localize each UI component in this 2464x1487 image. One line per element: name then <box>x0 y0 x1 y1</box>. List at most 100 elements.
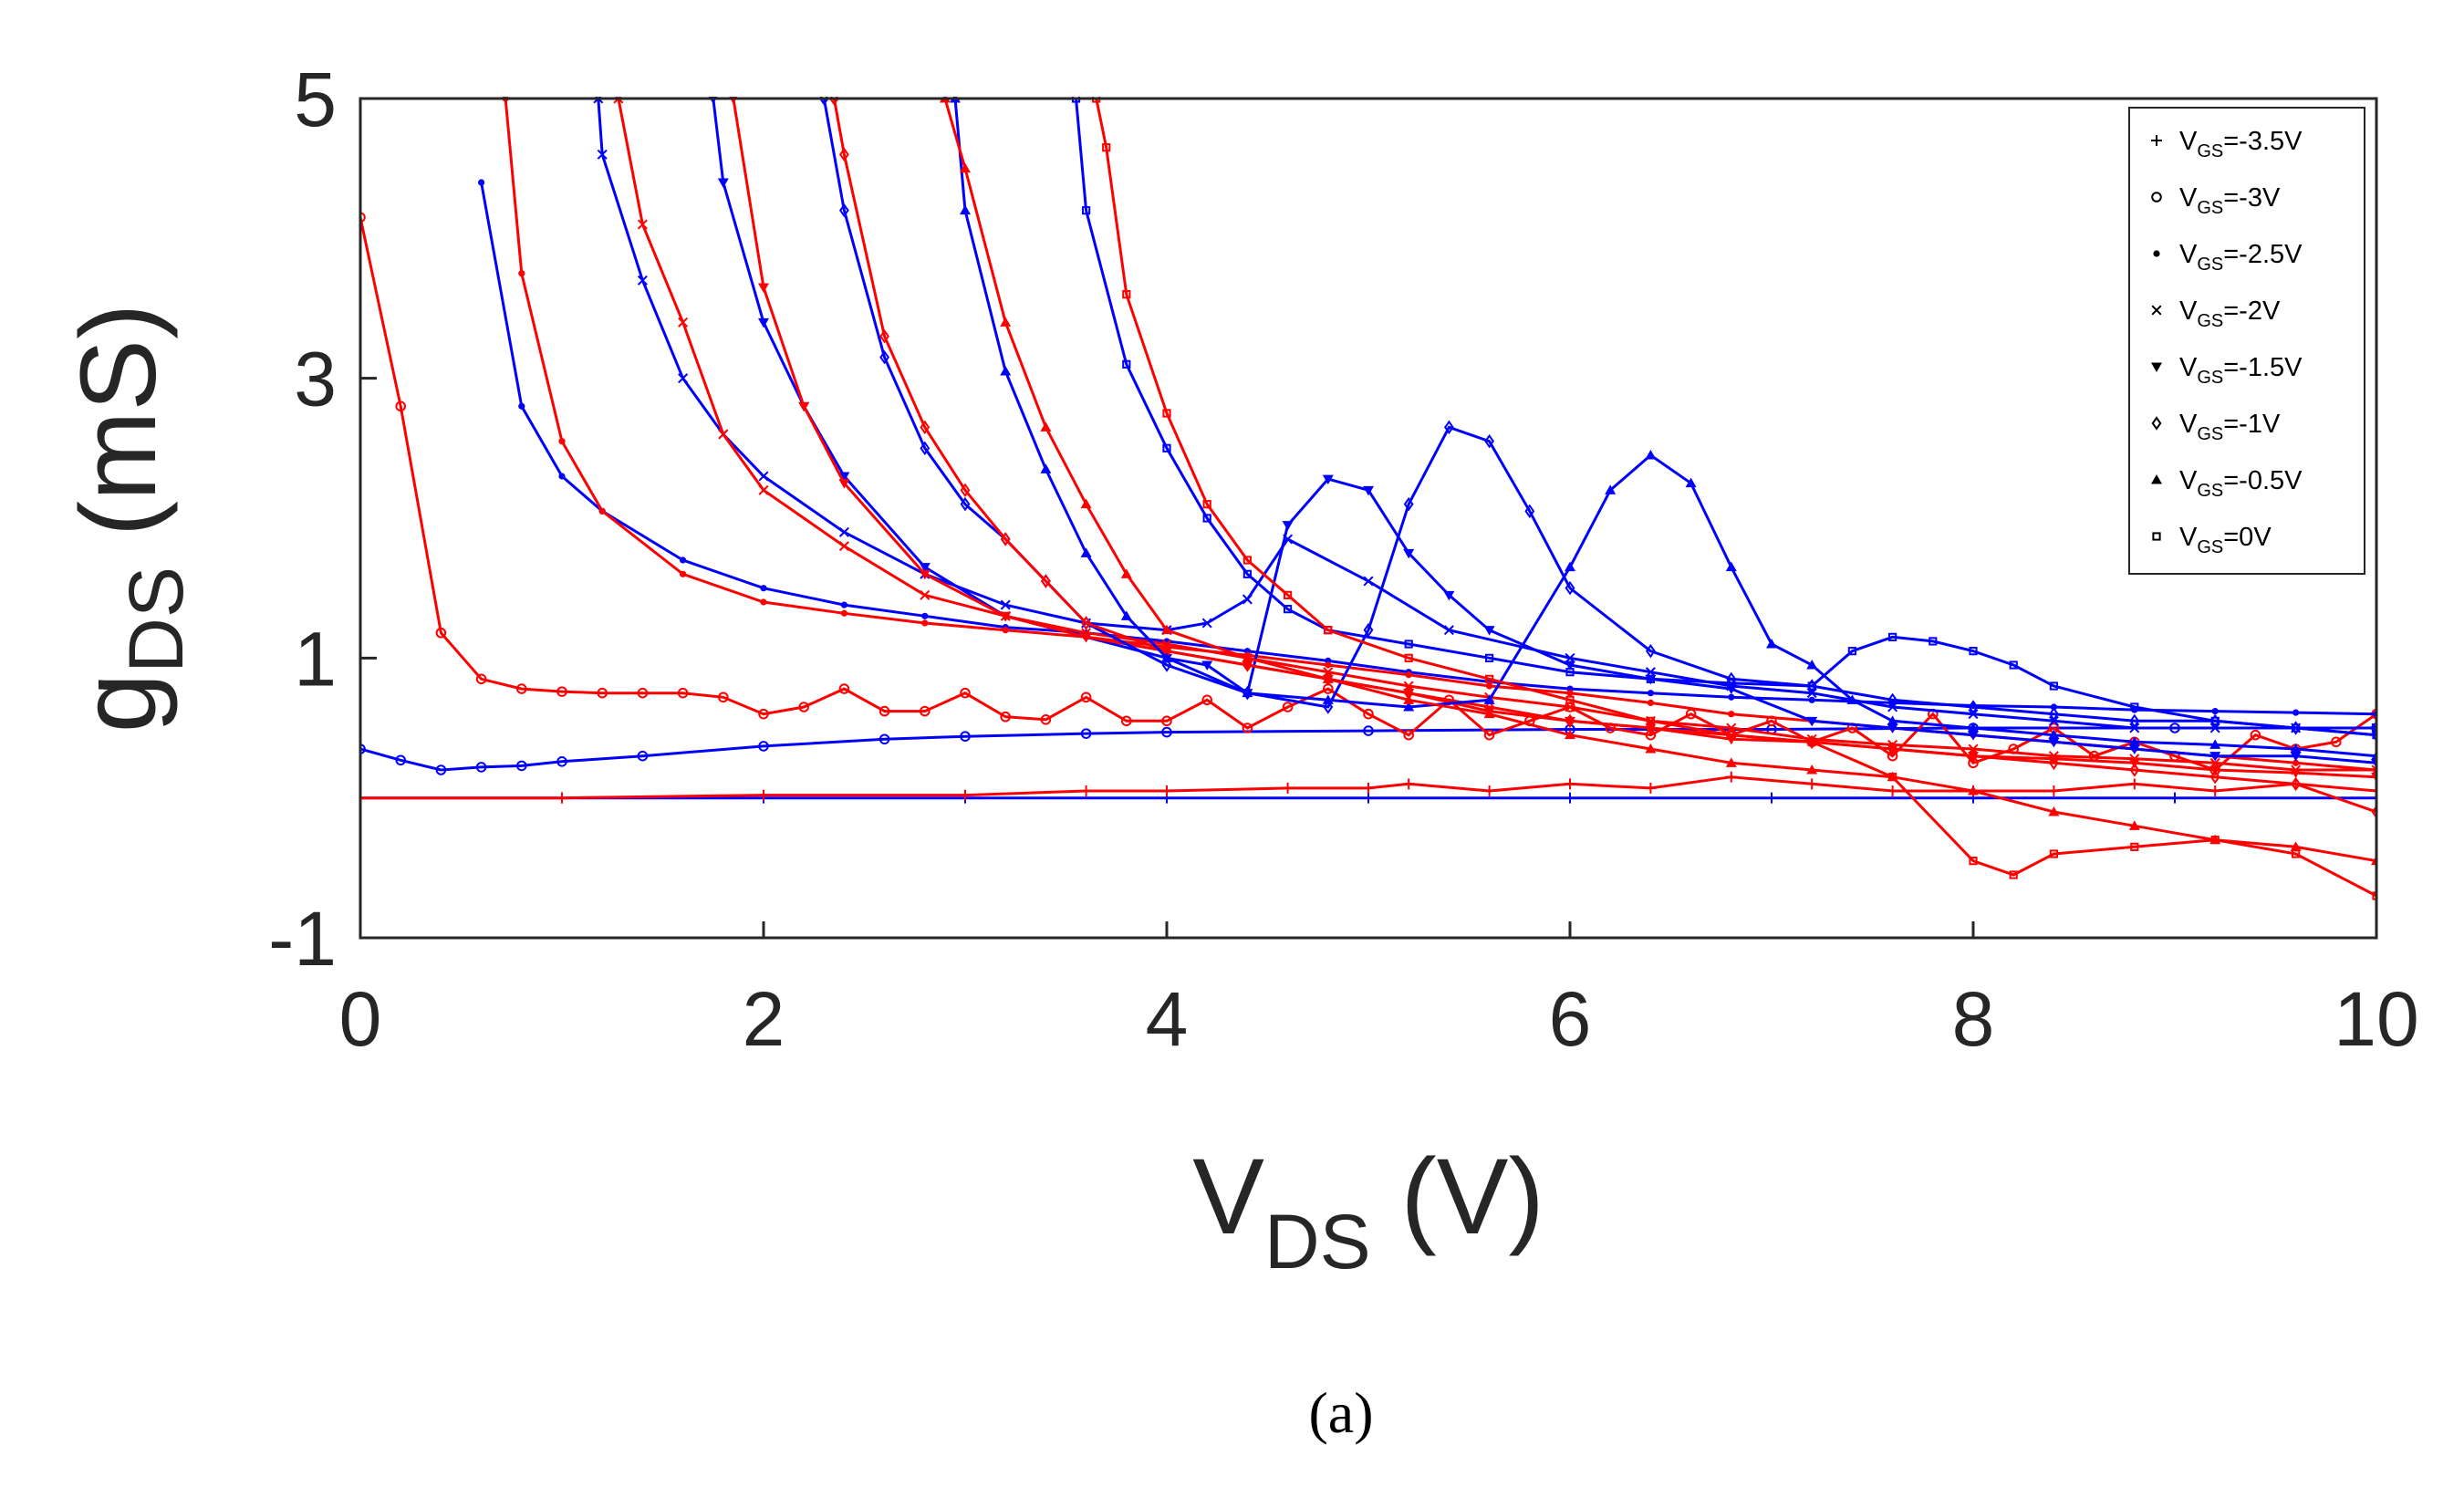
data-point <box>1929 637 1938 646</box>
data-point <box>1363 622 1374 638</box>
legend-marker-x <box>2151 305 2162 316</box>
data-point <box>760 585 767 592</box>
figure-caption: (a) <box>1308 1380 1373 1445</box>
data-point <box>1000 317 1012 327</box>
data-point <box>1282 521 1294 531</box>
data-point <box>1363 576 1374 587</box>
y-tick-label: 3 <box>294 337 337 422</box>
x-tick-label: 4 <box>1146 976 1189 1062</box>
data-point <box>1242 658 1253 672</box>
data-point <box>1404 640 1413 649</box>
data-point <box>758 741 769 752</box>
data-point <box>1968 731 1979 741</box>
series-12 <box>949 97 2376 761</box>
data-point <box>2049 849 2059 858</box>
legend-label-main: V <box>2179 240 2198 269</box>
x-tick-label: 8 <box>1952 976 1995 1062</box>
series-line <box>597 98 2376 730</box>
series-0 <box>360 792 2376 804</box>
data-point <box>1565 668 1575 677</box>
data-point <box>1403 778 1415 790</box>
data-point <box>2210 836 2220 845</box>
y-axis-label-sub: DS <box>113 567 199 673</box>
series-line <box>1075 98 2376 737</box>
data-point <box>840 601 848 608</box>
data-point <box>1566 690 1574 697</box>
data-point <box>1685 477 1697 488</box>
legend-label: VGS=-2V <box>2179 296 2281 331</box>
data-point <box>1887 785 1898 796</box>
data-point <box>838 479 850 489</box>
y-tick-label: -1 <box>268 896 337 982</box>
legend-entry: VGS=0V <box>2152 523 2272 557</box>
data-point <box>677 687 689 699</box>
data-point <box>1887 715 1898 725</box>
data-point <box>1404 653 1413 662</box>
data-point <box>1242 723 1253 733</box>
legend-marker-circle <box>2151 192 2162 203</box>
data-point <box>1201 618 1212 629</box>
data-point <box>518 402 525 410</box>
data-point <box>1483 694 1495 704</box>
data-point <box>1363 485 1374 496</box>
series-14 <box>1071 97 2376 740</box>
data-point <box>760 598 767 606</box>
data-point <box>1080 785 1092 796</box>
data-point <box>2331 736 2342 748</box>
legend-label: VGS=0V <box>2179 523 2272 557</box>
data-point <box>1080 632 1092 643</box>
data-point <box>1565 778 1575 790</box>
series-13 <box>939 97 2376 866</box>
data-point <box>1000 611 1012 622</box>
data-point <box>2291 776 2302 792</box>
data-point <box>1846 694 1858 704</box>
data-point <box>678 373 689 384</box>
data-point <box>1322 694 1334 704</box>
data-point <box>1080 728 1092 739</box>
data-point <box>516 683 527 694</box>
data-point <box>1725 757 1737 767</box>
data-point <box>919 563 930 573</box>
data-point <box>718 692 729 703</box>
data-point <box>2048 754 2060 764</box>
data-point <box>637 275 648 286</box>
data-point <box>1403 694 1415 704</box>
data-point <box>2290 744 2302 754</box>
legend-label-sub: GS <box>2197 537 2223 557</box>
legend-label-value: =-2.5V <box>2223 240 2303 269</box>
data-point <box>516 760 527 772</box>
data-point <box>1000 599 1011 610</box>
data-point <box>840 609 848 617</box>
data-point <box>758 471 769 482</box>
legend-entry: VGS=-3V <box>2151 183 2281 218</box>
data-point <box>637 219 648 230</box>
legend-label-sub: GS <box>2197 141 2223 161</box>
data-point <box>960 162 971 173</box>
legend-label-sub: GS <box>2197 255 2223 275</box>
data-point <box>1806 716 1818 727</box>
data-point <box>1727 679 1736 688</box>
data-point <box>1322 474 1334 485</box>
data-point <box>1242 569 1253 578</box>
data-point <box>1646 716 1656 725</box>
x-axis-label-sub: DS <box>1264 1199 1371 1284</box>
data-point <box>1202 514 1211 523</box>
data-point <box>435 627 447 639</box>
data-point <box>838 541 849 552</box>
data-point <box>1605 484 1617 494</box>
data-point <box>1725 771 1737 783</box>
data-point <box>758 789 769 801</box>
data-point <box>1403 729 1414 741</box>
data-point <box>558 438 566 445</box>
data-point <box>838 147 849 162</box>
data-point <box>1161 715 1172 727</box>
data-point <box>1443 420 1454 435</box>
series-line <box>953 98 2376 758</box>
data-point <box>920 441 930 456</box>
data-point <box>2290 768 2302 779</box>
data-point <box>1161 652 1172 662</box>
series-4 <box>478 179 2376 718</box>
data-point <box>758 283 769 293</box>
data-point <box>1162 443 1171 452</box>
series-2 <box>360 723 2376 775</box>
